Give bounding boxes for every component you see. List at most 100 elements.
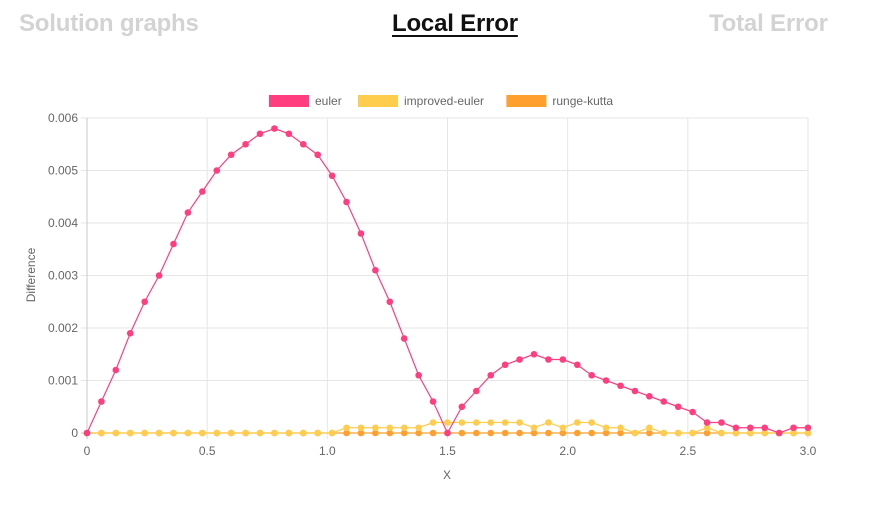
data-point-improved-euler — [732, 429, 740, 437]
x-axis-ticks: 0 0.5 1.0 1.5 2.0 2.5 3.0 — [84, 444, 817, 458]
data-point-improved-euler — [703, 424, 711, 432]
data-point-euler — [602, 377, 610, 384]
data-point-improved-euler — [501, 419, 509, 426]
data-point-euler — [112, 366, 120, 374]
data-point-improved-euler — [170, 429, 177, 437]
legend-item-runge-kutta[interactable]: runge-kutta — [506, 94, 613, 108]
data-point-improved-euler — [141, 429, 148, 437]
data-point-euler — [444, 429, 451, 437]
data-point-euler — [155, 272, 163, 279]
data-point-euler — [242, 140, 249, 148]
data-point-runge-kutta — [617, 429, 624, 437]
data-point-euler — [487, 371, 495, 379]
data-point-euler — [328, 172, 336, 180]
data-point-runge-kutta — [473, 429, 480, 437]
data-point-improved-euler — [689, 429, 696, 437]
data-point-improved-euler — [559, 424, 567, 432]
data-point-euler — [98, 398, 105, 405]
data-point-runge-kutta — [530, 429, 538, 437]
data-point-improved-euler — [256, 429, 264, 437]
grid-lines — [81, 117, 809, 439]
data-point-euler — [718, 419, 725, 426]
legend-swatch — [358, 95, 398, 107]
data-point-improved-euler — [199, 429, 206, 437]
x-tick-label: 3.0 — [800, 444, 817, 458]
data-point-runge-kutta — [386, 429, 394, 437]
y-tick-label: 0.001 — [48, 374, 78, 388]
data-point-euler — [761, 424, 769, 432]
data-point-improved-euler — [213, 429, 221, 437]
data-point-runge-kutta — [602, 429, 610, 437]
data-point-euler — [141, 298, 148, 306]
data-point-improved-euler — [646, 424, 653, 432]
data-point-euler — [631, 387, 639, 395]
data-point-improved-euler — [328, 429, 336, 437]
data-point-improved-euler — [473, 419, 480, 426]
data-point-improved-euler — [429, 419, 437, 426]
data-point-euler — [689, 408, 696, 416]
data-point-improved-euler — [545, 419, 552, 426]
data-point-improved-euler — [372, 424, 379, 432]
data-point-improved-euler — [573, 419, 581, 426]
data-point-euler — [617, 382, 624, 390]
data-point-euler — [501, 361, 509, 369]
series-euler — [83, 125, 812, 437]
y-axis-ticks: 0 0.001 0.002 0.003 0.004 0.005 0.006 — [48, 111, 78, 440]
data-point-euler — [674, 403, 682, 411]
legend-label: euler — [315, 94, 342, 108]
data-point-euler — [545, 356, 552, 363]
data-point-euler — [516, 356, 523, 363]
x-tick-label: 2.5 — [679, 444, 696, 458]
y-axis-title: Difference — [24, 247, 38, 302]
data-point-improved-euler — [617, 424, 624, 432]
data-point-euler — [314, 151, 322, 159]
data-point-improved-euler — [314, 429, 322, 437]
legend-label: runge-kutta — [552, 94, 613, 108]
x-tick-label: 0 — [84, 444, 91, 458]
data-point-euler — [170, 240, 177, 248]
tab-total-error[interactable]: Total Error — [709, 10, 828, 37]
data-point-euler — [256, 130, 264, 138]
data-point-improved-euler — [227, 429, 235, 437]
x-axis-title: X — [443, 468, 451, 482]
data-point-improved-euler — [112, 429, 120, 437]
tab-solution-graphs[interactable]: Solution graphs — [19, 10, 199, 37]
data-point-improved-euler — [126, 429, 134, 437]
data-point-runge-kutta — [343, 429, 350, 437]
data-point-euler — [559, 356, 567, 363]
data-point-euler — [415, 371, 422, 379]
data-point-improved-euler — [747, 429, 754, 437]
x-tick-label: 1.5 — [439, 444, 456, 458]
data-point-runge-kutta — [487, 429, 495, 437]
data-point-euler — [343, 198, 350, 206]
data-point-runge-kutta — [357, 429, 365, 437]
data-point-euler — [227, 151, 235, 159]
legend-item-improved-euler[interactable]: improved-euler — [358, 94, 484, 108]
data-point-euler — [458, 403, 466, 411]
data-point-improved-euler — [674, 429, 682, 437]
data-point-improved-euler — [400, 424, 408, 432]
data-point-improved-euler — [300, 429, 307, 437]
data-point-improved-euler — [98, 429, 105, 437]
tab-local-error[interactable]: Local Error — [392, 10, 518, 37]
x-tick-label: 2.0 — [559, 444, 576, 458]
data-point-runge-kutta — [400, 429, 408, 437]
data-point-runge-kutta — [429, 429, 437, 437]
data-point-euler — [372, 266, 379, 274]
data-point-euler — [271, 125, 278, 132]
y-tick-label: 0 — [71, 426, 78, 440]
data-point-euler — [588, 371, 595, 379]
tab-bar: Solution graphs Local Error Total Error — [0, 10, 885, 46]
data-point-runge-kutta — [703, 429, 711, 437]
data-point-runge-kutta — [501, 429, 509, 437]
x-tick-label: 0.5 — [199, 444, 216, 458]
data-point-euler — [530, 350, 538, 358]
legend-item-euler[interactable]: euler — [269, 94, 342, 108]
data-point-euler — [775, 429, 783, 437]
data-point-improved-euler — [357, 424, 365, 432]
data-point-euler — [429, 398, 437, 405]
data-point-runge-kutta — [415, 429, 422, 437]
y-tick-label: 0.005 — [48, 164, 78, 178]
data-point-improved-euler — [660, 429, 668, 437]
